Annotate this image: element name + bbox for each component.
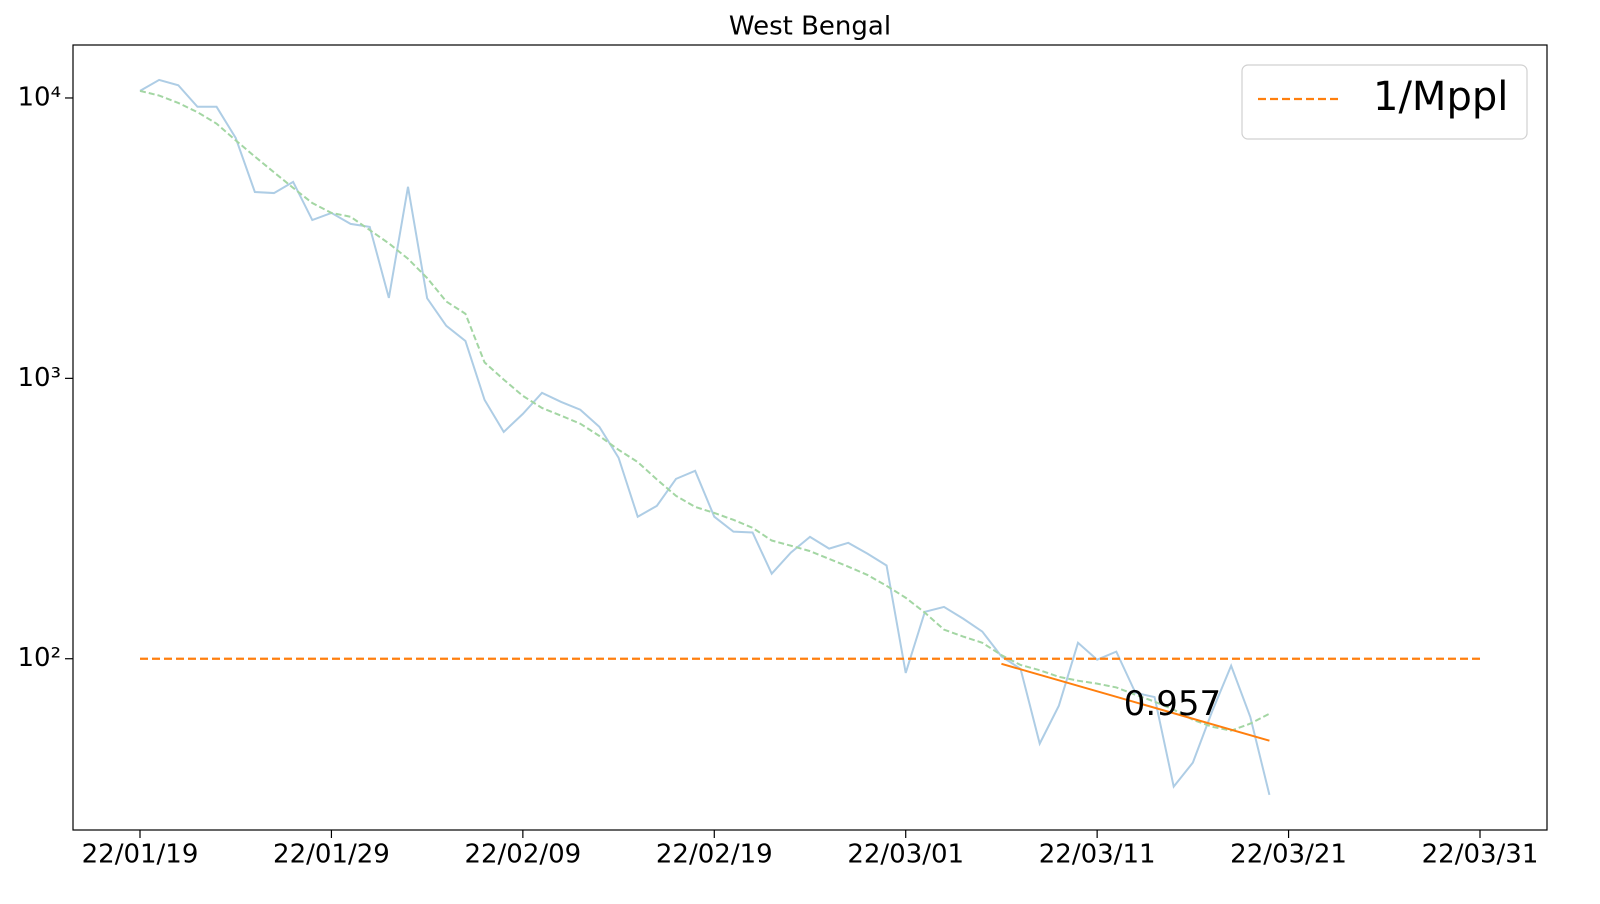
x-tick-label: 22/03/21 (1230, 840, 1347, 870)
x-tick-label: 22/01/29 (273, 840, 390, 870)
chart-title: West Bengal (729, 12, 891, 42)
y-tick-label: 10⁴ (17, 82, 61, 112)
series-line (1001, 662, 1270, 742)
x-tick-label: 22/02/19 (656, 840, 773, 870)
x-tick-label: 22/03/11 (1039, 840, 1156, 870)
x-tick-label: 22/03/31 (1422, 840, 1539, 870)
y-tick-label: 10² (17, 643, 61, 673)
x-tick-label: 22/03/01 (847, 840, 964, 870)
legend-box (1241, 64, 1528, 140)
x-tick-label: 22/02/09 (464, 840, 581, 870)
legend-label: 1/Mppl (1373, 74, 1508, 120)
y-tick-label: 10³ (17, 363, 61, 393)
plot-frame (72, 44, 1548, 831)
annotation: 0.957 (1124, 684, 1221, 724)
series-line (139, 89, 1270, 732)
x-tick-label: 22/01/19 (82, 840, 199, 870)
series-line (139, 78, 1271, 796)
